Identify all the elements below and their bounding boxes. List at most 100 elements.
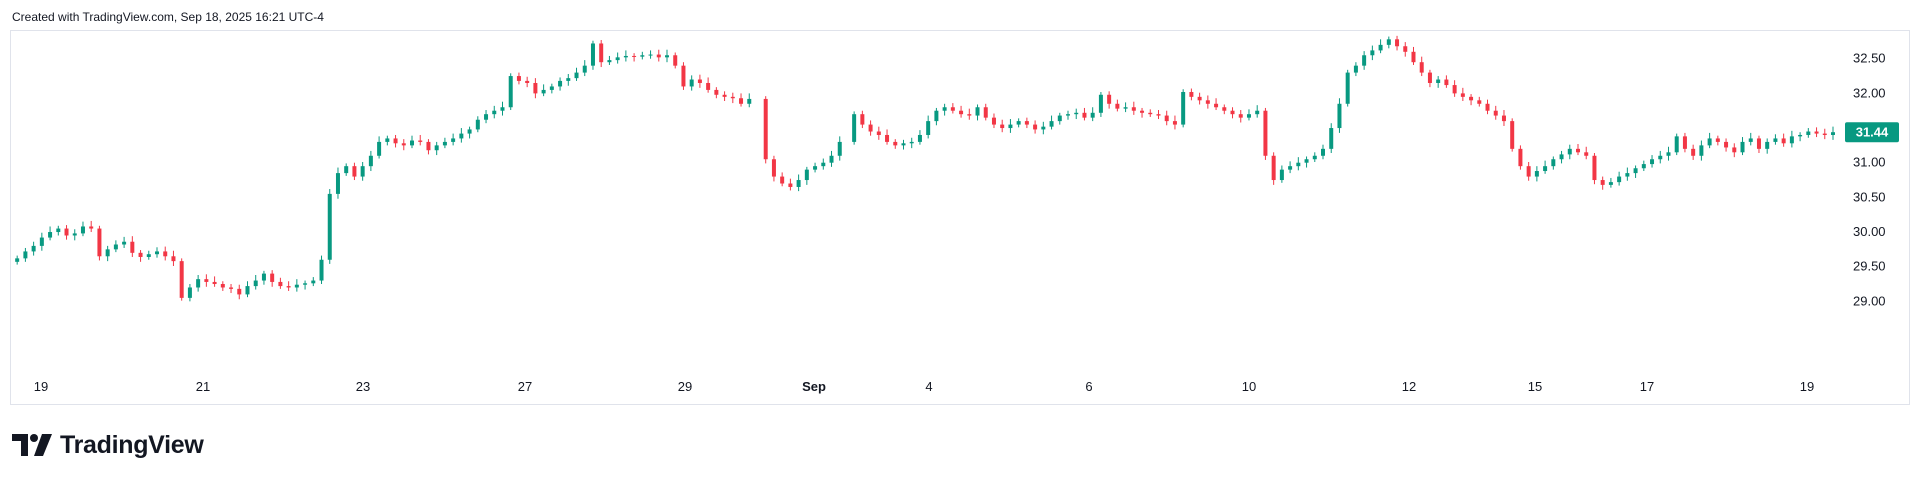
- candle: [722, 91, 727, 102]
- candle: [89, 220, 94, 233]
- candle: [1288, 161, 1293, 174]
- candle-body: [1156, 114, 1161, 116]
- candle-body: [607, 60, 612, 63]
- candle-body: [640, 55, 645, 57]
- candle-body: [1353, 65, 1358, 73]
- candlestick-chart[interactable]: 32.5032.0031.5031.0030.5030.0029.5029.00…: [11, 31, 1909, 404]
- candle: [1650, 155, 1655, 168]
- candle: [780, 172, 785, 187]
- candle-body: [368, 155, 373, 167]
- x-tick-label: 23: [356, 379, 370, 394]
- candle: [1353, 62, 1358, 77]
- candle: [187, 284, 192, 302]
- x-tick-label: Sep: [802, 379, 826, 394]
- candle-body: [344, 166, 349, 174]
- candle-body: [967, 114, 972, 116]
- candle: [656, 49, 661, 62]
- candle-body: [1148, 112, 1153, 115]
- candle-body: [442, 141, 447, 146]
- candle-body: [942, 107, 947, 111]
- candle-body: [1469, 96, 1474, 101]
- candle: [1534, 166, 1539, 182]
- candle-body: [1436, 79, 1441, 83]
- candle: [893, 139, 898, 149]
- candle: [377, 136, 382, 159]
- candle-body: [681, 65, 686, 87]
- candle: [72, 229, 77, 241]
- candle-body: [1230, 110, 1235, 115]
- candle: [1822, 128, 1827, 140]
- candle-body: [893, 141, 898, 146]
- candle: [1740, 137, 1745, 156]
- candle-body: [212, 281, 217, 285]
- candle: [1608, 177, 1613, 188]
- candle: [1748, 132, 1753, 146]
- candle: [163, 246, 168, 261]
- candle-body: [1189, 92, 1194, 97]
- candle-body: [1584, 152, 1589, 156]
- candle: [926, 115, 931, 139]
- candle-body: [245, 286, 250, 295]
- time-axis[interactable]: 19 21 23 27 29 Sep 4 6 10 12 15 17 19: [34, 379, 1814, 394]
- candle-body: [1715, 138, 1720, 142]
- candle-body: [566, 78, 571, 81]
- candle-body: [599, 43, 604, 63]
- candle-body: [1773, 138, 1778, 142]
- candle: [220, 281, 225, 291]
- candle: [410, 135, 415, 149]
- candle: [615, 52, 620, 64]
- candle: [64, 225, 69, 240]
- candle-body: [852, 114, 857, 142]
- candle: [909, 137, 914, 149]
- candle-body: [294, 284, 299, 288]
- candle: [1115, 99, 1120, 112]
- candle: [1617, 171, 1622, 186]
- candle: [566, 73, 571, 86]
- candle: [39, 232, 44, 251]
- candle-body: [1699, 145, 1704, 156]
- candle: [1452, 80, 1457, 97]
- candle-body: [1633, 168, 1638, 174]
- candle: [706, 77, 711, 93]
- candle: [1756, 135, 1761, 153]
- candle: [368, 150, 373, 172]
- candle-body: [39, 237, 44, 246]
- candle-body: [459, 133, 464, 139]
- candle-body: [1707, 138, 1712, 146]
- tradingview-logo[interactable]: TradingView: [12, 431, 204, 459]
- candle-body: [475, 119, 480, 130]
- candle-body: [171, 256, 176, 262]
- candle: [97, 225, 102, 261]
- candle-body: [1378, 44, 1383, 51]
- candle-body: [1337, 103, 1342, 129]
- candle: [697, 74, 702, 88]
- candle-body: [467, 129, 472, 134]
- candle: [934, 107, 939, 126]
- candle-body: [484, 114, 489, 120]
- candle-body: [1098, 94, 1103, 113]
- candle: [1806, 128, 1811, 138]
- candle-body: [558, 80, 563, 87]
- candle-body: [1748, 138, 1753, 142]
- candle-body: [821, 162, 826, 167]
- last-price-tag: [1845, 122, 1899, 143]
- chart-pane[interactable]: 32.5032.0031.5031.0030.5030.0029.5029.00…: [10, 30, 1910, 405]
- candle-body: [1781, 138, 1786, 144]
- candle: [1485, 99, 1490, 115]
- candle-body: [1214, 103, 1219, 108]
- candle: [1641, 160, 1646, 172]
- candle: [983, 103, 988, 121]
- candle: [171, 250, 176, 266]
- candle-body: [623, 55, 628, 58]
- candle-body: [155, 251, 160, 255]
- candle: [1715, 135, 1720, 146]
- candle-body: [352, 166, 357, 177]
- candle: [451, 133, 456, 146]
- candle: [1501, 110, 1506, 126]
- candle-body: [837, 141, 842, 156]
- candle: [1411, 46, 1416, 65]
- x-tick-label: 19: [34, 379, 48, 394]
- candle: [1378, 39, 1383, 54]
- candle: [105, 245, 110, 262]
